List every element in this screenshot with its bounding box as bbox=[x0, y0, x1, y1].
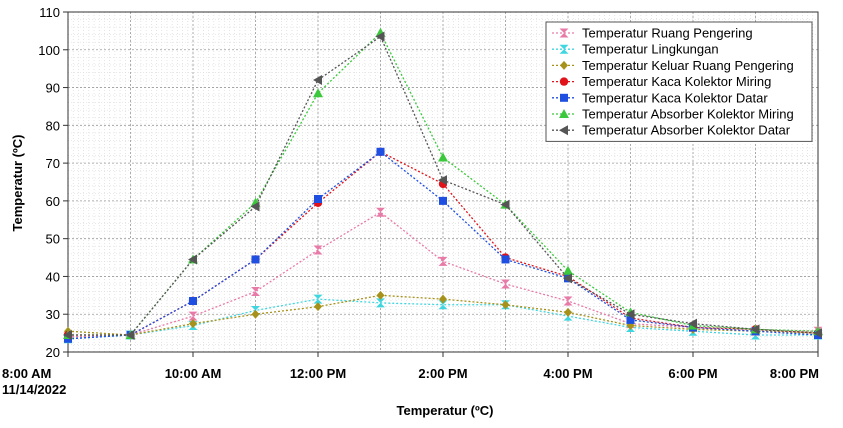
data-point bbox=[376, 298, 385, 308]
legend-marker bbox=[559, 28, 569, 38]
data-point bbox=[438, 175, 447, 186]
legend-marker bbox=[560, 93, 568, 102]
data-point bbox=[438, 256, 448, 266]
x-tick-label: 12:00 PM bbox=[290, 366, 346, 381]
data-point bbox=[688, 318, 697, 329]
legend-marker bbox=[559, 109, 569, 118]
data-point bbox=[501, 279, 510, 289]
data-point bbox=[439, 294, 447, 304]
x-tick-label: 8:00 AM bbox=[2, 366, 51, 381]
legend-label: Temperatur Kaca Kolektor Datar bbox=[582, 90, 768, 105]
x-tick-label-date: 11/14/2022 bbox=[2, 382, 66, 397]
x-axis-label: Temperatur (ºC) bbox=[397, 403, 494, 418]
series-7 bbox=[63, 31, 822, 340]
legend-label: Temperatur Lingkungan bbox=[582, 42, 719, 57]
data-point bbox=[313, 75, 322, 85]
legend-marker bbox=[559, 77, 569, 86]
legend-marker bbox=[559, 125, 568, 136]
data-point bbox=[563, 273, 572, 284]
y-tick-label: 70 bbox=[46, 156, 60, 171]
legend-label: Temperatur Absorber Kolektor Miring bbox=[582, 107, 794, 122]
y-tick-label: 50 bbox=[46, 232, 60, 247]
legend-label: Temperatur Kaca Kolektor Miring bbox=[582, 74, 771, 89]
data-point bbox=[625, 309, 635, 320]
legend-label: Temperatur Keluar Ruang Pengering bbox=[582, 58, 794, 73]
data-point bbox=[188, 254, 197, 265]
y-axis-label: Temperatur (ºC) bbox=[10, 135, 25, 232]
legend-marker bbox=[559, 44, 569, 54]
data-point bbox=[500, 199, 510, 210]
data-point bbox=[189, 319, 197, 329]
legend-marker bbox=[560, 60, 568, 70]
data-point bbox=[439, 196, 447, 205]
data-point bbox=[313, 88, 323, 98]
x-tick-label: 10:00 AM bbox=[165, 366, 222, 381]
data-point bbox=[250, 201, 260, 212]
data-point bbox=[438, 300, 448, 310]
data-point bbox=[438, 152, 448, 162]
y-tick-label: 40 bbox=[46, 269, 60, 284]
data-point bbox=[626, 315, 635, 324]
x-tick-label: 4:00 PM bbox=[543, 366, 592, 381]
data-point bbox=[63, 330, 72, 340]
data-point bbox=[313, 245, 323, 255]
y-tick-label: 110 bbox=[39, 5, 60, 20]
data-point bbox=[563, 296, 573, 306]
y-tick-label: 100 bbox=[38, 43, 60, 58]
data-point bbox=[188, 311, 198, 321]
y-tick-label: 20 bbox=[46, 345, 60, 360]
series-group bbox=[63, 27, 823, 344]
data-point bbox=[501, 255, 510, 264]
data-point bbox=[125, 330, 135, 340]
y-tick-label: 80 bbox=[46, 118, 60, 133]
y-tick-label: 60 bbox=[46, 194, 60, 209]
data-point bbox=[314, 302, 322, 312]
data-point bbox=[564, 307, 572, 317]
data-point bbox=[563, 265, 573, 275]
data-point bbox=[314, 195, 322, 203]
data-point bbox=[251, 255, 260, 264]
data-point bbox=[189, 297, 197, 305]
x-tick-label: 8:00 PM bbox=[770, 366, 819, 381]
legend-box bbox=[545, 21, 813, 142]
data-point bbox=[251, 287, 260, 297]
data-point bbox=[376, 147, 385, 156]
legend-label: Temperatur Ruang Pengering bbox=[582, 26, 753, 41]
data-point bbox=[376, 290, 385, 300]
data-point bbox=[251, 309, 260, 319]
x-tick-label: 2:00 PM bbox=[418, 366, 467, 381]
x-tick-label: 6:00 PM bbox=[668, 366, 717, 381]
data-point bbox=[376, 207, 385, 217]
y-tick-label: 90 bbox=[46, 81, 60, 96]
data-point bbox=[375, 31, 385, 42]
y-tick-label: 30 bbox=[46, 307, 60, 322]
data-point bbox=[313, 294, 323, 304]
legend-label: Temperatur Absorber Kolektor Datar bbox=[582, 123, 791, 138]
data-point bbox=[813, 328, 822, 339]
data-point bbox=[501, 300, 510, 310]
data-point bbox=[750, 324, 760, 335]
